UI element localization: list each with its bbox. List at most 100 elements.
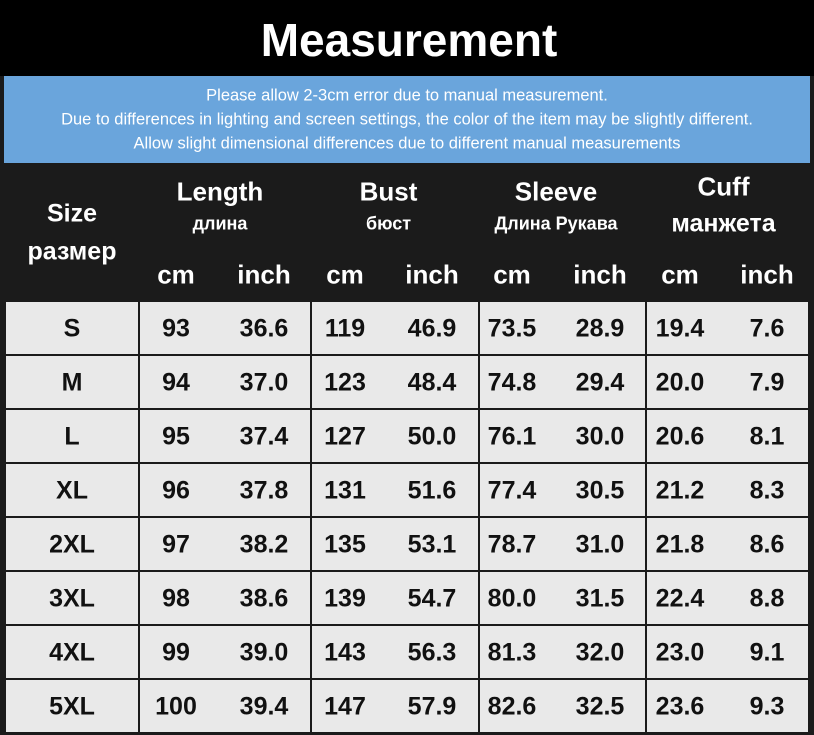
value-cell: 147 [324, 692, 366, 721]
size-cell: XL [56, 476, 88, 505]
row-cell [140, 356, 310, 408]
value-cell: 19.4 [655, 314, 705, 343]
row-cell [312, 356, 478, 408]
value-cell: 21.8 [655, 530, 705, 559]
value-cell: 57.9 [407, 692, 457, 721]
value-cell: 76.1 [487, 422, 537, 451]
unit-label: cm [326, 259, 364, 290]
value-cell: 56.3 [407, 638, 457, 667]
unit-label: inch [237, 259, 291, 290]
row-cell [140, 626, 310, 678]
group-name: Bust [359, 176, 418, 207]
value-cell: 98 [162, 584, 190, 613]
group-sub: бюст [365, 213, 412, 234]
row-cell [140, 518, 310, 570]
size-header: Size [46, 199, 98, 228]
row-cell [6, 572, 138, 624]
value-cell: 81.3 [487, 638, 537, 667]
row-cell [647, 518, 808, 570]
row-cell [312, 302, 478, 354]
value-cell: 78.7 [487, 530, 537, 559]
value-cell: 74.8 [487, 368, 537, 397]
value-cell: 37.4 [239, 422, 289, 451]
size-cell: 5XL [49, 692, 95, 721]
row-cell [312, 572, 478, 624]
value-cell: 38.2 [239, 530, 289, 559]
value-cell: 143 [324, 638, 366, 667]
row-cell [647, 410, 808, 462]
row-cell [140, 572, 310, 624]
unit-label: inch [405, 259, 459, 290]
value-cell: 48.4 [407, 368, 457, 397]
value-cell: 82.6 [487, 692, 537, 721]
value-cell: 38.6 [239, 584, 289, 613]
value-cell: 36.6 [239, 314, 289, 343]
row-cell [480, 626, 645, 678]
row-cell [312, 518, 478, 570]
value-cell: 30.5 [575, 476, 625, 505]
value-cell: 127 [324, 422, 366, 451]
value-cell: 9.3 [749, 692, 785, 721]
value-cell: 28.9 [575, 314, 625, 343]
row-cell [312, 464, 478, 516]
group-sub: Длина Рукава [494, 213, 618, 234]
value-cell: 123 [324, 368, 366, 397]
size-cell: 2XL [49, 530, 95, 559]
value-cell: 7.6 [749, 314, 785, 343]
group-sub: длина [192, 213, 248, 234]
title: Measurement [260, 14, 558, 66]
notes-band [4, 76, 810, 163]
unit-label: cm [493, 259, 531, 290]
value-cell: 20.0 [655, 368, 705, 397]
unit-label: inch [740, 259, 794, 290]
value-cell: 39.0 [239, 638, 289, 667]
value-cell: 100 [155, 692, 197, 721]
row-cell [6, 518, 138, 570]
value-cell: 95 [162, 422, 190, 451]
size-cell: S [63, 314, 81, 343]
value-cell: 30.0 [575, 422, 625, 451]
unit-label: cm [661, 259, 699, 290]
group-name: Length [176, 176, 264, 207]
unit-label: inch [573, 259, 627, 290]
value-cell: 31.0 [575, 530, 625, 559]
value-cell: 9.1 [749, 638, 785, 667]
value-cell: 31.5 [575, 584, 625, 613]
value-cell: 8.6 [749, 530, 785, 559]
value-cell: 32.5 [575, 692, 625, 721]
row-cell [140, 302, 310, 354]
value-cell: 53.1 [407, 530, 457, 559]
row-cell [6, 302, 138, 354]
row-cell [647, 626, 808, 678]
note: Please allow 2-3cm error due to manual m… [206, 86, 608, 105]
row-cell [647, 572, 808, 624]
value-cell: 29.4 [575, 368, 625, 397]
value-cell: 80.0 [487, 584, 537, 613]
value-cell: 99 [162, 638, 190, 667]
value-cell: 20.6 [655, 422, 705, 451]
value-cell: 97 [162, 530, 190, 559]
size-cell: 3XL [49, 584, 95, 613]
note: Due to differences in lighting and scree… [61, 110, 753, 129]
row-cell [6, 410, 138, 462]
row-cell [6, 626, 138, 678]
row-cell [647, 680, 808, 732]
value-cell: 8.3 [749, 476, 785, 505]
row-cell [140, 464, 310, 516]
size-cell: 4XL [49, 638, 95, 667]
row-cell [647, 356, 808, 408]
row-cell [480, 464, 645, 516]
value-cell: 73.5 [487, 314, 537, 343]
value-cell: 96 [162, 476, 190, 505]
group-name: Cuff [697, 171, 750, 202]
value-cell: 32.0 [575, 638, 625, 667]
value-cell: 51.6 [407, 476, 457, 505]
row-cell [480, 572, 645, 624]
value-cell: 46.9 [407, 314, 457, 343]
group-name: Sleeve [514, 176, 598, 207]
value-cell: 139 [324, 584, 366, 613]
value-cell: 8.8 [749, 584, 785, 613]
value-cell: 39.4 [239, 692, 289, 721]
unit-label: cm [157, 259, 195, 290]
